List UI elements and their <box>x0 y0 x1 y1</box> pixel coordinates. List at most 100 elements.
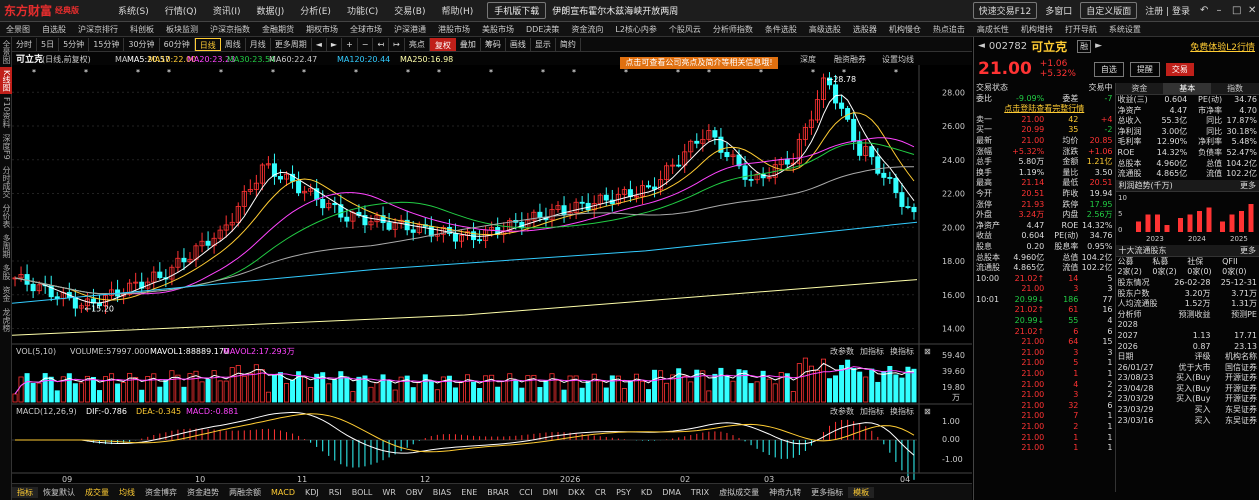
nav-item-16[interactable]: 分析师指数 <box>712 24 753 34</box>
nav-item-6[interactable]: 金融期货 <box>262 24 294 34</box>
period-tab-9[interactable]: 更多周期 <box>271 37 312 51</box>
add-watchlist-button[interactable]: 自选 <box>1093 61 1124 77</box>
nav-item-23[interactable]: 机构增持 <box>1020 24 1053 34</box>
indicator-tab-7[interactable]: MACD <box>271 487 295 497</box>
pan-left-icon[interactable]: ↤ <box>373 37 390 51</box>
alert-button[interactable]: 提醒 <box>1129 61 1160 77</box>
right-tab-0[interactable]: 资金 <box>1131 84 1148 93</box>
nav-item-11[interactable]: 美股市场 <box>482 24 514 34</box>
indicator-tab-12[interactable]: OBV <box>405 487 423 497</box>
right-tab-2[interactable]: 指数 <box>1227 84 1244 93</box>
left-tab-1[interactable]: K线图 <box>0 67 12 95</box>
indicator-tab-4[interactable]: 资金博弈 <box>145 487 177 497</box>
chips-button[interactable]: 筹码 <box>481 37 506 51</box>
period-tab-3[interactable]: 15分钟 <box>89 37 125 51</box>
close-icon[interactable]: ✕ <box>1248 5 1257 16</box>
left-tab-7[interactable]: 多股 <box>2 263 11 280</box>
nav-item-10[interactable]: 港股市场 <box>438 24 470 34</box>
indicator-tab-9[interactable]: RSI <box>328 487 342 497</box>
zoom-in-icon[interactable]: + <box>342 37 358 51</box>
nav-item-5[interactable]: 沪深京指数 <box>210 24 250 34</box>
left-tab-0[interactable]: 全景图 <box>2 40 11 64</box>
indicator-tab-18[interactable]: DKX <box>568 487 585 497</box>
nav-item-9[interactable]: 沪深港通 <box>394 24 426 34</box>
draw-button[interactable]: 画线 <box>506 37 531 51</box>
back-icon[interactable]: ↶ <box>1200 5 1209 16</box>
nav-item-12[interactable]: DDE决策 <box>526 24 560 34</box>
nav-item-20[interactable]: 机构慢仓 <box>888 24 921 34</box>
overlay-button[interactable]: 叠加 <box>456 37 481 51</box>
period-tab-1[interactable]: 5日 <box>37 37 60 51</box>
indicator-tab-23[interactable]: TRIX <box>690 487 710 497</box>
menu-item-2[interactable]: 资讯(I) <box>212 7 241 17</box>
indicator-tab-20[interactable]: PSY <box>616 487 631 497</box>
nav-item-21[interactable]: 热点追击 <box>932 24 965 34</box>
nav-item-4[interactable]: 板块监测 <box>166 24 198 34</box>
nav-item-2[interactable]: 沪深京排行 <box>78 24 118 34</box>
left-tab-3[interactable]: 深度F9 <box>2 134 11 160</box>
indicator-tab-26[interactable]: 更多指标 <box>811 487 844 497</box>
next-icon[interactable]: ► <box>327 37 343 51</box>
menu-item-3[interactable]: 数据(J) <box>256 7 285 17</box>
period-tab-8[interactable]: 月线 <box>246 37 271 51</box>
menu-item-0[interactable]: 系统(S) <box>118 7 149 17</box>
menu-item-7[interactable]: 帮助(H) <box>441 7 474 17</box>
nav-item-14[interactable]: L2核心内参 <box>615 24 657 34</box>
kline-svg[interactable]: 可立克(日线,前复权) MA MA5:20.57MA10:22.00MA20:23.… <box>11 52 972 484</box>
indicator-tab-16[interactable]: CCI <box>519 487 533 497</box>
nav-item-8[interactable]: 全球市场 <box>350 24 382 34</box>
news-ticker[interactable]: 伊朗宣布霍尔木兹海峡开放两周 <box>552 7 679 17</box>
indicator-tab-11[interactable]: WR <box>382 487 396 497</box>
zoom-out-icon[interactable]: − <box>358 37 374 51</box>
prev-stock-icon[interactable]: ◄ <box>978 41 985 51</box>
nav-item-3[interactable]: 科创板 <box>130 24 154 34</box>
nav-item-18[interactable]: 高级选股 <box>808 24 841 34</box>
holders-more-link[interactable]: 更多 <box>1240 245 1256 255</box>
period-tab-0[interactable]: 分时 <box>12 37 37 51</box>
pan-right-icon[interactable]: ↦ <box>389 37 405 51</box>
nav-item-25[interactable]: 系统设置 <box>1108 24 1141 34</box>
nav-item-17[interactable]: 条件选股 <box>764 24 797 34</box>
indicator-tab-21[interactable]: KD <box>640 487 653 497</box>
indicator-tab-2[interactable]: 成交量 <box>85 487 109 497</box>
indicator-tab-22[interactable]: DMA <box>662 487 681 497</box>
mobile-download-button[interactable]: 手机版下载 <box>487 2 547 19</box>
indicator-tab-25[interactable]: 神奇九转 <box>769 487 802 497</box>
profit-more-link[interactable]: 更多 <box>1240 180 1256 190</box>
left-tab-8[interactable]: 资金 <box>2 285 11 302</box>
indicator-tab-10[interactable]: BOLL <box>351 487 373 497</box>
prev-icon[interactable]: ◄ <box>312 37 327 51</box>
period-tab-2[interactable]: 5分钟 <box>59 37 90 51</box>
indicator-tab-19[interactable]: CR <box>594 487 607 497</box>
menu-item-6[interactable]: 交易(B) <box>394 7 426 17</box>
highlight-button[interactable]: 亮点 <box>405 37 430 51</box>
company-info-banner[interactable]: 点击可查看公司亮点及简介等相关信息哦! <box>620 57 778 69</box>
indicator-tab-8[interactable]: KDJ <box>304 487 319 497</box>
simple-button[interactable]: 简约 <box>556 37 581 51</box>
nav-item-13[interactable]: 资金流向 <box>571 24 604 34</box>
nav-item-1[interactable]: 自选股 <box>42 24 66 34</box>
multi-window-button[interactable]: 多窗口 <box>1045 7 1073 17</box>
right-tab-1[interactable]: 基本 <box>1163 83 1212 94</box>
nav-item-22[interactable]: 高成长性 <box>976 24 1009 34</box>
indicator-tab-13[interactable]: BIAS <box>432 487 452 497</box>
nav-item-15[interactable]: 个股风云 <box>668 24 701 34</box>
indicator-tab-0[interactable]: 指标 <box>12 486 38 498</box>
left-tab-4[interactable]: 分时成交 <box>2 165 11 198</box>
minimize-icon[interactable]: – <box>1216 5 1222 16</box>
menu-item-4[interactable]: 分析(E) <box>300 7 331 17</box>
next-stock-icon[interactable]: ► <box>1095 41 1103 51</box>
quick-trade-button[interactable]: 快速交易F12 <box>972 2 1038 19</box>
period-tab-5[interactable]: 60分钟 <box>160 37 195 51</box>
left-tab-5[interactable]: 分价表 <box>2 203 11 228</box>
display-button[interactable]: 显示 <box>531 37 556 51</box>
indicator-tab-5[interactable]: 资金趋势 <box>187 487 219 497</box>
indicator-tab-14[interactable]: ENE <box>461 487 478 497</box>
indicator-tab-6[interactable]: 两融余额 <box>229 487 261 497</box>
indicator-tab-17[interactable]: DMI <box>542 487 559 497</box>
trade-button[interactable]: 交易 <box>1165 62 1194 76</box>
custom-layout-button[interactable]: 自定义版面 <box>1080 2 1138 19</box>
nav-item-19[interactable]: 选股器 <box>852 24 877 34</box>
left-tab-9[interactable]: 龙虎榜 <box>2 307 11 332</box>
indicator-tab-24[interactable]: 虚拟成交量 <box>719 487 760 497</box>
